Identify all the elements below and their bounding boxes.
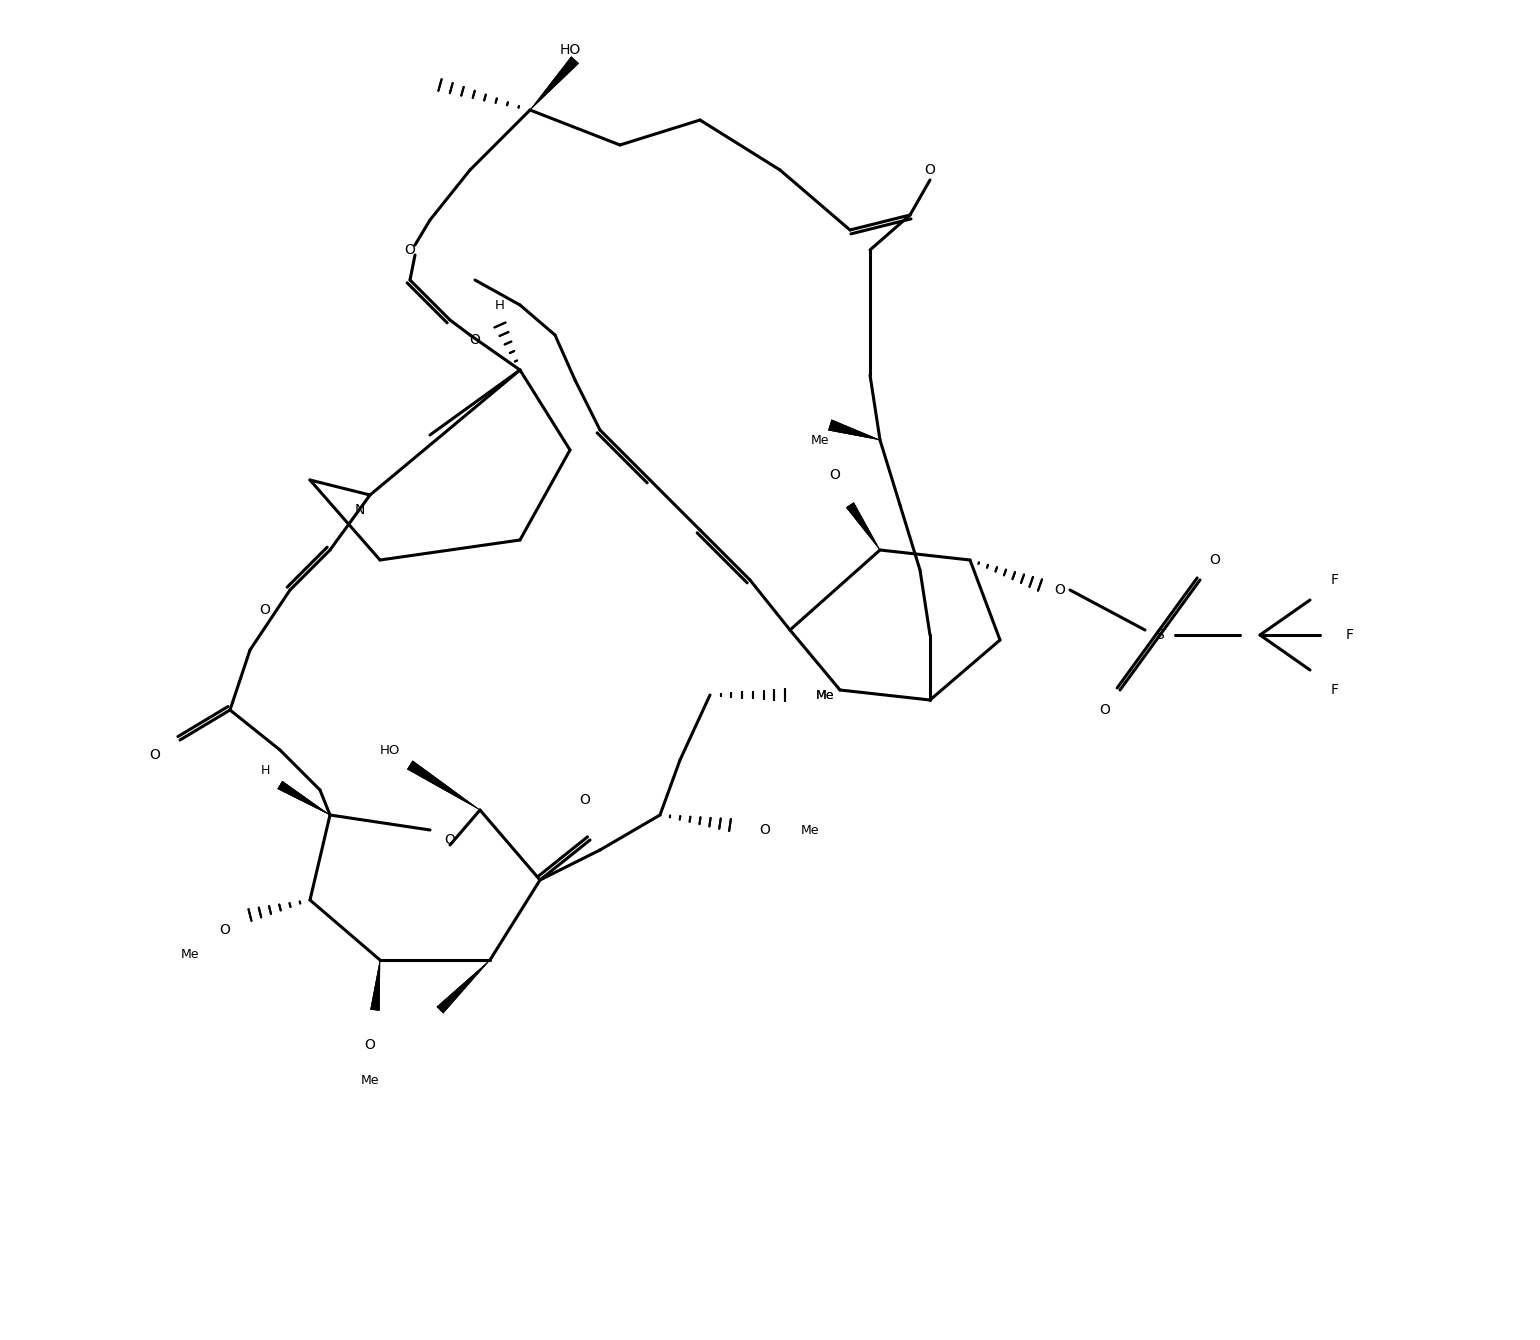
Text: Me: Me (816, 689, 835, 702)
Text: O: O (830, 468, 841, 482)
Polygon shape (530, 56, 579, 110)
Polygon shape (530, 56, 579, 110)
Text: HO: HO (380, 744, 400, 757)
Polygon shape (277, 781, 330, 815)
Text: O: O (470, 334, 480, 347)
Text: Me: Me (180, 949, 199, 962)
Text: O: O (924, 163, 935, 177)
Text: Me: Me (810, 434, 829, 446)
Text: F: F (1331, 574, 1338, 587)
Text: Me: Me (360, 1073, 379, 1087)
Text: O: O (149, 748, 160, 762)
Text: H: H (260, 764, 269, 776)
Text: Me: Me (816, 689, 835, 702)
Text: O: O (365, 1038, 376, 1052)
Polygon shape (407, 761, 480, 809)
Text: O: O (1209, 553, 1220, 567)
Polygon shape (829, 419, 879, 440)
Text: F: F (1331, 683, 1338, 697)
Text: O: O (1100, 704, 1110, 717)
Text: N: N (354, 502, 365, 517)
Text: O: O (579, 793, 590, 807)
Text: O: O (220, 923, 231, 937)
Text: Me: Me (801, 824, 819, 836)
Polygon shape (407, 761, 480, 809)
Text: O: O (759, 823, 770, 838)
Text: O: O (260, 603, 271, 616)
Polygon shape (437, 959, 490, 1013)
Text: F: F (1346, 628, 1354, 642)
Text: HO: HO (559, 43, 581, 58)
Text: S: S (1155, 628, 1164, 642)
Text: O: O (445, 833, 456, 847)
Polygon shape (847, 502, 879, 549)
Polygon shape (437, 959, 490, 1013)
Text: O: O (405, 243, 416, 257)
Polygon shape (277, 781, 330, 815)
Polygon shape (371, 959, 380, 1010)
Polygon shape (371, 959, 380, 1010)
Polygon shape (847, 502, 879, 549)
Polygon shape (829, 419, 879, 440)
Text: O: O (1055, 583, 1066, 598)
Text: H: H (494, 299, 505, 311)
